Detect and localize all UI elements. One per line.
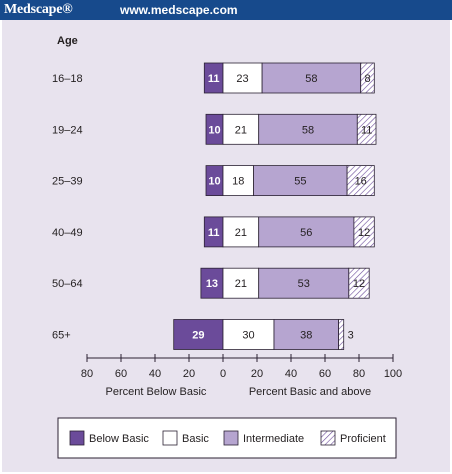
medscape-logo: Medscape® <box>4 2 73 17</box>
data-label-proficient: 16 <box>355 176 367 188</box>
x-axis-label-left: Percent Below Basic <box>106 386 207 398</box>
bar-intermediate <box>253 165 348 197</box>
legend-swatch-intermediate <box>223 430 239 446</box>
data-label-proficient: 12 <box>353 278 365 290</box>
data-label-below-basic: 29 <box>192 330 204 342</box>
data-label-basic: 21 <box>235 124 247 136</box>
bars-group: 16–18 11 23 58 8 19–24 10 21 58 11 25–39 10 18 55 16 40… <box>52 62 377 350</box>
legend-swatch-basic <box>162 430 178 446</box>
legend-label-below-basic: Below Basic <box>89 433 149 445</box>
category-label: 19–24 <box>52 124 83 136</box>
x-tick-label: 80 <box>353 368 365 380</box>
data-label-basic: 30 <box>242 330 254 342</box>
data-label-basic: 18 <box>232 176 244 188</box>
bar-intermediate <box>258 267 350 299</box>
data-label-below-basic: 13 <box>206 278 218 290</box>
legend: Below Basic Basic Intermediate Proficient <box>57 417 397 459</box>
data-label-below-basic: 11 <box>208 227 220 239</box>
bar-basic <box>222 113 260 145</box>
data-label-intermediate: 38 <box>300 330 312 342</box>
data-label-basic: 23 <box>236 73 248 85</box>
bar-basic <box>222 267 260 299</box>
legend-label-proficient: Proficient <box>340 433 386 445</box>
x-tick-label: 80 <box>81 368 93 380</box>
bar-proficient <box>348 267 370 299</box>
data-label-basic: 21 <box>235 278 247 290</box>
bar-proficient <box>353 216 375 248</box>
bar-proficient <box>338 319 345 350</box>
x-axis-label-right: Percent Basic and above <box>249 386 371 398</box>
data-label-proficient: 3 <box>348 330 354 342</box>
x-tick-label: 0 <box>220 368 226 380</box>
data-label-proficient: 8 <box>364 73 370 85</box>
x-tick-label: 60 <box>319 368 331 380</box>
category-label: 65+ <box>52 330 71 342</box>
x-tick-label: 40 <box>149 368 161 380</box>
bar-basic <box>222 216 260 248</box>
data-label-intermediate: 58 <box>302 124 314 136</box>
data-label-intermediate: 53 <box>298 278 310 290</box>
data-label-basic: 21 <box>235 227 247 239</box>
data-label-proficient: 12 <box>358 227 370 239</box>
data-label-intermediate: 55 <box>294 176 306 188</box>
x-tick-label: 20 <box>251 368 263 380</box>
data-label-intermediate: 56 <box>300 227 312 239</box>
legend-swatch-below-basic <box>69 430 85 446</box>
legend-swatch-proficient <box>320 430 336 446</box>
category-label: 25–39 <box>52 176 83 188</box>
category-label: 16–18 <box>52 73 83 85</box>
bar-intermediate <box>258 216 355 248</box>
bar-proficient <box>356 113 377 145</box>
bar-proficient <box>360 62 375 94</box>
data-label-below-basic: 11 <box>208 73 220 85</box>
site-url: www.medscape.com <box>120 3 238 17</box>
category-label: 40–49 <box>52 227 83 239</box>
data-label-below-basic: 10 <box>208 124 220 136</box>
x-tick-label: 40 <box>285 368 297 380</box>
bar-intermediate <box>273 319 339 350</box>
category-axis-title: Age <box>57 35 78 47</box>
bar-below-basic <box>173 319 224 350</box>
legend-label-basic: Basic <box>182 433 209 445</box>
data-label-intermediate: 58 <box>305 73 317 85</box>
x-tick-label: 20 <box>183 368 195 380</box>
x-tick-label: 100 <box>384 368 402 380</box>
x-tick-label: 60 <box>115 368 127 380</box>
data-label-proficient: 11 <box>361 124 372 136</box>
bar-proficient <box>346 165 375 197</box>
legend-box <box>57 417 397 459</box>
x-axis: 80 60 40 20 0 20 40 60 80 100 Percent Below Basic P… <box>81 354 402 398</box>
header-bar: Medscape® www.medscape.com <box>0 0 452 20</box>
category-label: 50–64 <box>52 278 83 290</box>
data-label-below-basic: 10 <box>208 176 220 188</box>
legend-label-intermediate: Intermediate <box>243 433 304 445</box>
